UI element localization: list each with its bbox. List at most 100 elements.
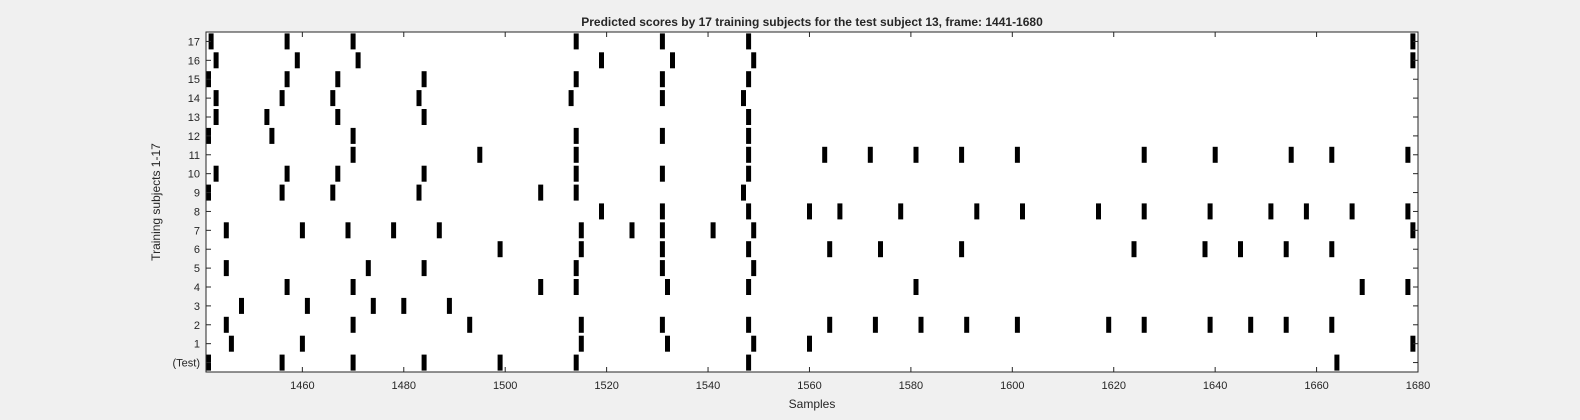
y-tick-label: 2 xyxy=(194,320,200,332)
y-tick-label: (Test) xyxy=(173,358,201,370)
event-mark-row-test-6 xyxy=(746,354,752,371)
event-mark-row-6-6 xyxy=(959,241,965,258)
event-mark-row-11-4 xyxy=(822,146,828,163)
event-mark-row-3-3 xyxy=(401,297,407,314)
x-tick-label: 1540 xyxy=(696,380,720,392)
event-mark-row-6-0 xyxy=(497,241,503,258)
event-mark-row-9-4 xyxy=(538,184,544,201)
event-mark-row-8-0 xyxy=(599,203,604,220)
event-mark-row-1-4 xyxy=(751,335,757,352)
event-mark-row-4-8 xyxy=(1405,279,1411,295)
event-mark-row-test-5 xyxy=(573,354,579,371)
y-tick-label: 12 xyxy=(188,131,200,143)
event-mark-row-11-13 xyxy=(1405,146,1411,163)
event-mark-row-3-2 xyxy=(370,297,376,314)
y-tick-label: 6 xyxy=(194,244,200,256)
event-mark-row-16-4 xyxy=(670,52,675,69)
event-mark-row-4-6 xyxy=(913,279,919,295)
x-tick-label: 1560 xyxy=(797,380,821,392)
event-mark-row-8-10 xyxy=(1207,203,1213,220)
plot-area xyxy=(206,32,1418,372)
event-mark-row-13-0 xyxy=(213,109,219,125)
event-mark-row-12-3 xyxy=(573,127,579,144)
event-mark-row-test-3 xyxy=(421,354,427,371)
event-mark-row-7-3 xyxy=(391,222,397,239)
event-mark-row-7-7 xyxy=(659,222,665,239)
event-mark-row-2-3 xyxy=(578,316,584,333)
event-mark-row-11-0 xyxy=(350,146,356,163)
event-mark-row-6-5 xyxy=(878,241,883,258)
x-tick-label: 1480 xyxy=(392,380,416,392)
event-mark-row-13-2 xyxy=(335,109,341,125)
event-mark-row-11-8 xyxy=(1014,146,1020,163)
event-mark-row-3-1 xyxy=(304,297,310,314)
event-mark-row-2-10 xyxy=(1014,316,1020,333)
y-tick-label: 5 xyxy=(194,263,200,275)
event-mark-row-6-3 xyxy=(746,241,752,258)
event-mark-row-12-2 xyxy=(350,127,356,144)
event-mark-row-17-5 xyxy=(746,33,752,50)
x-axis-label: Samples xyxy=(789,397,836,411)
event-mark-row-16-3 xyxy=(599,52,604,69)
event-mark-row-1-5 xyxy=(807,335,812,352)
event-mark-row-10-1 xyxy=(284,165,290,182)
event-mark-row-9-6 xyxy=(741,184,746,201)
event-mark-row-12-4 xyxy=(659,127,665,144)
event-mark-row-7-9 xyxy=(751,222,757,239)
event-mark-row-8-3 xyxy=(807,203,812,220)
event-mark-row-13-3 xyxy=(421,109,427,125)
event-mark-row-11-10 xyxy=(1212,146,1218,163)
event-mark-row-14-2 xyxy=(330,90,336,107)
event-mark-row-5-0 xyxy=(223,260,229,277)
event-mark-row-8-14 xyxy=(1405,203,1411,220)
y-tick-label: 3 xyxy=(194,301,200,313)
x-tick-label: 1500 xyxy=(493,380,517,392)
x-axis: 1460 1480 1500 1520 1540 1560 1580 1600 1620 1640… xyxy=(290,32,1430,392)
event-mark-row-7-2 xyxy=(345,222,351,239)
event-mark-row-15-6 xyxy=(746,71,752,88)
event-mark-row-2-11 xyxy=(1106,316,1112,333)
event-mark-row-12-1 xyxy=(269,127,275,144)
event-mark-row-8-13 xyxy=(1349,203,1355,220)
y-tick-label: 16 xyxy=(188,55,200,67)
event-mark-row-17-1 xyxy=(284,33,290,50)
y-tick-label: 10 xyxy=(188,169,200,181)
event-mark-row-14-1 xyxy=(279,90,285,107)
y-axis-label: Training subjects 1-17 xyxy=(149,143,163,261)
event-mark-row-8-1 xyxy=(659,203,665,220)
event-mark-row-14-5 xyxy=(659,90,665,107)
event-mark-row-10-6 xyxy=(746,165,752,182)
event-mark-row-15-3 xyxy=(421,71,427,88)
event-mark-row-17-3 xyxy=(573,33,579,50)
event-mark-row-2-6 xyxy=(827,316,833,333)
event-mark-row-10-3 xyxy=(421,165,427,182)
event-mark-row-10-2 xyxy=(335,165,341,182)
event-mark-row-9-2 xyxy=(330,184,336,201)
event-mark-row-9-3 xyxy=(416,184,422,201)
event-mark-row-13-1 xyxy=(264,109,270,125)
event-mark-row-10-5 xyxy=(659,165,665,182)
event-mark-row-2-8 xyxy=(918,316,924,333)
event-mark-row-11-3 xyxy=(746,146,752,163)
x-tick-label: 1600 xyxy=(1000,380,1024,392)
event-mark-row-2-13 xyxy=(1207,316,1213,333)
y-tick-label: 14 xyxy=(188,93,200,105)
event-mark-row-2-1 xyxy=(350,316,356,333)
event-mark-row-17-6 xyxy=(1410,33,1416,50)
event-mark-row-test-7 xyxy=(1334,354,1340,371)
event-mark-row-1-1 xyxy=(299,335,305,352)
event-mark-row-7-8 xyxy=(710,222,716,239)
x-tick-label: 1460 xyxy=(290,380,314,392)
event-mark-row-2-14 xyxy=(1248,316,1254,333)
event-mark-row-17-0 xyxy=(208,33,214,50)
x-tick-label: 1520 xyxy=(594,380,618,392)
event-mark-row-4-0 xyxy=(284,279,290,295)
event-mark-row-2-16 xyxy=(1329,316,1335,333)
event-mark-row-2-9 xyxy=(964,316,970,333)
event-mark-row-10-4 xyxy=(573,165,579,182)
event-mark-row-1-3 xyxy=(665,335,670,352)
event-mark-row-5-4 xyxy=(659,260,665,277)
x-tick-label: 1620 xyxy=(1101,380,1125,392)
event-mark-row-2-4 xyxy=(659,316,665,333)
